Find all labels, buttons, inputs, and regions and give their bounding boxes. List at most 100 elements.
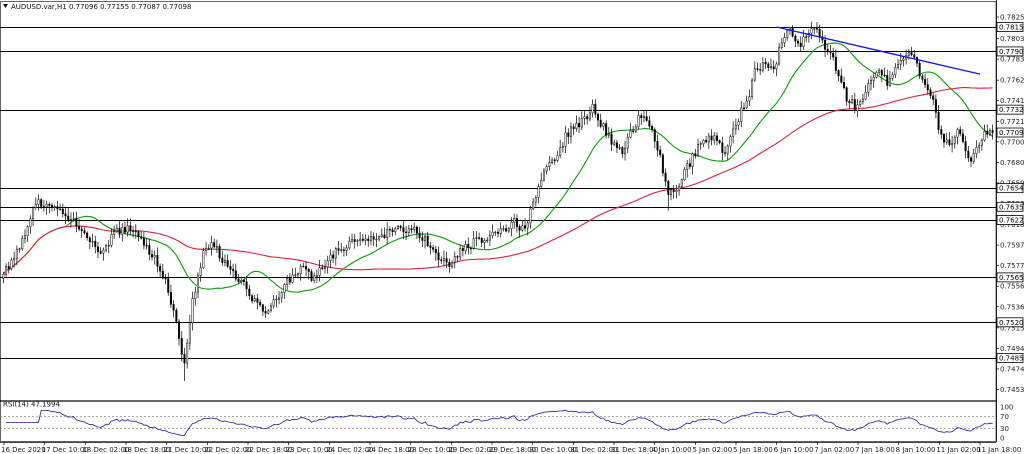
candle[interactable] <box>280 290 283 303</box>
candle[interactable] <box>813 27 816 35</box>
candle[interactable] <box>132 225 135 238</box>
candle[interactable] <box>5 263 8 277</box>
candle[interactable] <box>848 98 851 110</box>
candle[interactable] <box>991 124 994 140</box>
candle[interactable] <box>29 215 32 234</box>
candle[interactable] <box>526 220 529 236</box>
candle[interactable] <box>218 243 221 262</box>
candle[interactable] <box>540 172 543 189</box>
candle[interactable] <box>183 347 186 381</box>
candle[interactable] <box>772 60 775 73</box>
candle[interactable] <box>115 224 118 233</box>
candle[interactable] <box>699 141 702 150</box>
candle[interactable] <box>672 185 675 199</box>
candle[interactable] <box>961 129 964 144</box>
candle[interactable] <box>497 228 499 237</box>
candle[interactable] <box>464 240 467 255</box>
candle[interactable] <box>110 228 113 248</box>
candle[interactable] <box>448 258 451 273</box>
candle[interactable] <box>943 132 945 148</box>
candle[interactable] <box>261 303 264 317</box>
candle[interactable] <box>61 203 64 218</box>
candle[interactable] <box>391 227 394 237</box>
candle[interactable] <box>634 124 637 133</box>
candle[interactable] <box>396 224 399 230</box>
candle[interactable] <box>956 127 959 145</box>
candle[interactable] <box>286 274 289 290</box>
candle[interactable] <box>253 294 256 303</box>
candle[interactable] <box>175 308 178 324</box>
candle[interactable] <box>337 241 340 256</box>
candle[interactable] <box>264 306 267 318</box>
candle[interactable] <box>902 57 905 67</box>
candle[interactable] <box>778 43 781 66</box>
candle[interactable] <box>970 155 973 168</box>
candle[interactable] <box>945 132 948 145</box>
candle[interactable] <box>637 109 640 129</box>
candle[interactable] <box>380 228 383 238</box>
candle[interactable] <box>169 284 172 308</box>
candle[interactable] <box>621 146 624 158</box>
candle[interactable] <box>521 220 524 232</box>
candle[interactable] <box>886 69 889 90</box>
candle[interactable] <box>834 49 837 75</box>
candle[interactable] <box>13 251 16 268</box>
candle[interactable] <box>656 134 659 157</box>
candle[interactable] <box>442 250 445 267</box>
candle[interactable] <box>669 187 672 201</box>
candle[interactable] <box>359 232 362 246</box>
candle[interactable] <box>56 201 59 217</box>
candle[interactable] <box>705 136 708 144</box>
candle[interactable] <box>42 199 45 212</box>
candle[interactable] <box>202 247 205 269</box>
candle[interactable] <box>978 142 981 154</box>
candle[interactable] <box>967 146 970 162</box>
candle[interactable] <box>7 261 10 274</box>
candle[interactable] <box>486 236 489 243</box>
candle[interactable] <box>513 213 516 229</box>
candle[interactable] <box>556 150 559 163</box>
candle[interactable] <box>72 212 75 222</box>
candle[interactable] <box>507 226 510 233</box>
candle[interactable] <box>783 32 786 48</box>
candle[interactable] <box>691 152 694 175</box>
candle[interactable] <box>721 136 724 161</box>
candle[interactable] <box>472 231 475 250</box>
candle[interactable] <box>794 34 797 47</box>
candle[interactable] <box>23 229 26 244</box>
candle[interactable] <box>545 164 548 175</box>
descending-trendline[interactable] <box>776 26 981 75</box>
candle[interactable] <box>415 225 418 240</box>
candle[interactable] <box>767 62 770 71</box>
candle[interactable] <box>870 75 873 91</box>
candle[interactable] <box>445 251 448 268</box>
candle[interactable] <box>429 241 432 255</box>
candle[interactable] <box>432 244 435 253</box>
candle[interactable] <box>832 47 835 61</box>
candle[interactable] <box>267 309 270 315</box>
candle[interactable] <box>583 110 586 125</box>
candle[interactable] <box>178 319 181 346</box>
candle[interactable] <box>418 226 421 243</box>
candle[interactable] <box>234 263 237 282</box>
candle[interactable] <box>564 125 567 153</box>
candle[interactable] <box>251 293 254 304</box>
candle[interactable] <box>145 237 148 250</box>
candle[interactable] <box>953 135 956 149</box>
candle[interactable] <box>459 244 462 261</box>
candle[interactable] <box>310 269 313 282</box>
candle[interactable] <box>283 283 286 299</box>
candle[interactable] <box>707 132 710 149</box>
candle[interactable] <box>372 232 375 246</box>
candle[interactable] <box>161 263 164 280</box>
candle[interactable] <box>275 295 278 308</box>
candle[interactable] <box>648 115 651 129</box>
candle[interactable] <box>413 222 416 233</box>
candle[interactable] <box>645 110 648 122</box>
candle[interactable] <box>697 138 700 157</box>
candle[interactable] <box>378 235 381 242</box>
candle[interactable] <box>148 238 151 261</box>
candle[interactable] <box>59 203 62 211</box>
candle[interactable] <box>386 222 389 245</box>
candle[interactable] <box>291 268 294 284</box>
